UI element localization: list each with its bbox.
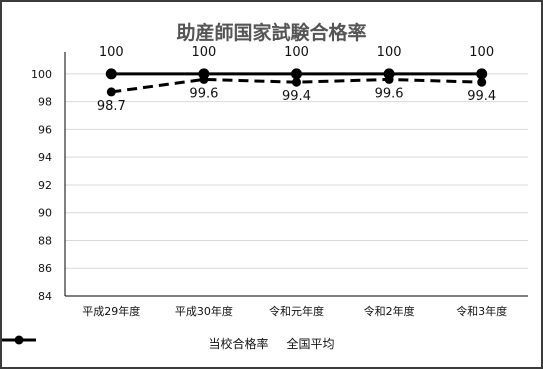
data-label-national: 99.4 (282, 89, 311, 104)
data-point-national (477, 77, 487, 87)
chart-legend: 当校合格率 全国平均 (0, 335, 543, 352)
y-tick-label: 92 (38, 179, 52, 192)
y-tick-label: 84 (38, 290, 52, 303)
data-label-national: 99.4 (467, 89, 496, 104)
y-tick-label: 86 (38, 262, 52, 275)
series-line-national (111, 77, 482, 94)
legend-label-national: 全国平均 (286, 337, 335, 351)
data-label-school: 100 (284, 45, 309, 60)
y-tick-label: 90 (38, 207, 52, 220)
data-label-school: 100 (191, 45, 216, 60)
data-point-national (199, 74, 209, 84)
data-point-school (291, 68, 302, 80)
data-label-school: 100 (377, 45, 402, 60)
x-tick-label: 令和元年度 (269, 304, 324, 318)
legend-item-school: 当校合格率 (2, 335, 269, 352)
x-tick-label: 平成29年度 (82, 304, 140, 318)
data-point-school (476, 68, 488, 80)
x-tick-label: 令和3年度 (456, 304, 507, 318)
y-tick-label: 88 (38, 234, 52, 247)
y-tick-label: 100 (31, 68, 52, 81)
y-tick-label: 94 (38, 151, 52, 164)
data-point-national (106, 87, 116, 97)
data-label-school: 100 (99, 45, 124, 60)
data-point-national (292, 77, 301, 87)
legend-swatch-dashed (2, 336, 36, 344)
x-tick-label: 平成30年度 (175, 304, 233, 318)
data-point-school (105, 68, 117, 80)
y-tick-label: 98 (38, 96, 52, 109)
data-label-school: 100 (469, 45, 494, 60)
y-tick-label: 96 (38, 123, 52, 136)
data-label-national: 98.7 (97, 99, 126, 114)
legend-label-school: 当校合格率 (208, 337, 269, 351)
legend-item-national: 全国平均 (2, 335, 335, 352)
data-label-national: 99.6 (375, 86, 404, 101)
x-tick-label: 令和2年度 (364, 304, 415, 318)
data-label-national: 99.6 (189, 86, 218, 101)
data-point-national (384, 74, 394, 84)
chart-title: 助産師国家試験合格率 (176, 22, 367, 44)
